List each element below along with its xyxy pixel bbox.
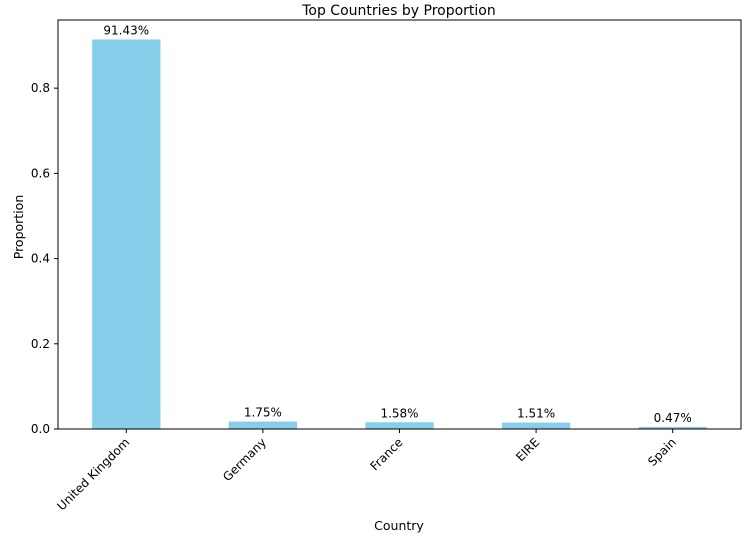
y-axis: 0.0 0.2 0.4 0.6 0.8 (31, 81, 58, 436)
x-tick-label-4: Spain (645, 435, 679, 469)
plot-frame (57, 19, 742, 430)
x-tick-label-3: EIRE (513, 435, 542, 464)
x-tick-label-2: France (368, 435, 406, 473)
y-tick-label-4: 0.8 (31, 81, 50, 95)
data-label-2: 1.58% (380, 406, 418, 420)
data-label-3: 1.51% (517, 407, 555, 421)
bar-0 (92, 39, 161, 430)
x-tick-label-1: Germany (220, 435, 269, 484)
data-label-1: 1.75% (244, 406, 282, 420)
x-tick-label-0: United Kingdom (54, 435, 132, 513)
chart-title: Top Countries by Proportion (301, 3, 496, 19)
bars-group (92, 39, 707, 430)
bar-1 (228, 421, 298, 429)
y-tick-label-0: 0.0 (31, 422, 50, 436)
y-tick-label-3: 0.6 (31, 166, 50, 180)
x-axis-label: Country (374, 518, 424, 533)
data-label-4: 0.47% (654, 411, 692, 425)
y-tick-label-1: 0.2 (31, 337, 50, 351)
y-axis-label: Proportion (11, 195, 26, 260)
data-label-0: 91.43% (103, 23, 149, 37)
bar-4 (638, 426, 707, 429)
bar-2 (365, 422, 434, 429)
bar-3 (501, 422, 571, 429)
data-labels-group: 91.43% 1.75% 1.58% 1.51% 0.47% (103, 23, 691, 425)
x-axis: United Kingdom Germany France EIRE Spain (54, 429, 679, 513)
y-tick-label-2: 0.4 (31, 252, 50, 266)
